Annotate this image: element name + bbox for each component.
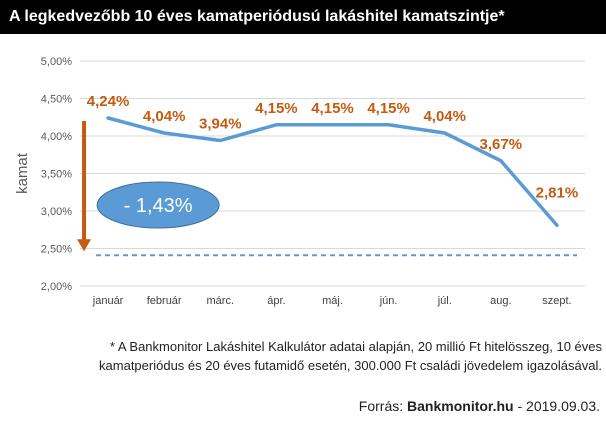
y-axis-label: kamat: [14, 152, 31, 194]
x-tick-label: júl.: [437, 295, 452, 307]
x-tick-label: aug.: [490, 295, 511, 307]
series-line: [106, 116, 559, 227]
y-tick-label: 4,50%: [41, 94, 72, 106]
data-label: 4,04%: [423, 108, 466, 125]
data-label: 4,15%: [367, 100, 410, 117]
data-label: 2,81%: [536, 184, 579, 201]
arrow-head: [77, 239, 92, 252]
source-brand: Bankmonitor.hu: [407, 398, 514, 414]
y-tick-label: 2,50%: [41, 244, 72, 256]
source-credit: Forrás: Bankmonitor.hu - 2019.09.03.: [359, 398, 600, 414]
y-tick-label: 3,50%: [41, 169, 72, 181]
y-tick-label: 4,00%: [41, 131, 72, 143]
footnote-line-1: * A Bankmonitor Lakáshitel Kalkulátor ad…: [109, 339, 602, 354]
y-axis-ticks: 2,00% 2,50% 3,00% 3,50% 4,00% 4,50% 5,00%: [41, 56, 72, 293]
data-label: 4,04%: [143, 108, 186, 125]
decline-bubble: - 1,43%: [96, 181, 220, 229]
data-label: 4,24%: [87, 93, 130, 110]
decline-arrow: [77, 121, 92, 252]
x-tick-label: január: [92, 295, 124, 307]
source-prefix: Forrás:: [358, 398, 408, 414]
source-suffix: - 2019.09.03.: [513, 398, 600, 414]
x-tick-label: február: [147, 295, 182, 307]
x-tick-label: jún.: [379, 295, 398, 307]
data-label: 4,15%: [255, 100, 298, 117]
grid-lines: [80, 60, 585, 287]
data-labels: 4,24% 4,04% 3,94% 4,15% 4,15% 4,15% 4,04% 3,67%…: [87, 93, 578, 201]
footnote: * A Bankmonitor Lakáshitel Kalkulátor ad…: [0, 337, 602, 375]
x-tick-label: máj.: [322, 295, 343, 307]
data-label: 3,67%: [480, 136, 523, 153]
series-polyline: [106, 116, 559, 227]
chart-title: A legkedvezőbb 10 éves kamatperiódusú la…: [0, 0, 606, 34]
x-axis-ticks: január február márc. ápr. máj. jún. júl. aug. sz…: [92, 295, 572, 307]
data-label: 3,94%: [199, 116, 242, 133]
data-label: 4,15%: [311, 100, 354, 117]
bubble-shape: [96, 181, 220, 229]
footnote-line-2: kamatperiódus és 20 éves futamidő esetén…: [99, 358, 602, 373]
y-tick-label: 3,00%: [41, 206, 72, 218]
line-chart: 2,00% 2,50% 3,00% 3,50% 4,00% 4,50% 5,00% kama…: [14, 56, 585, 307]
bubble-text: - 1,43%: [124, 195, 193, 217]
y-tick-label: 5,00%: [41, 56, 72, 68]
x-tick-label: márc.: [207, 295, 235, 307]
y-tick-label: 2,00%: [41, 281, 72, 293]
x-tick-label: szept.: [542, 295, 571, 307]
x-tick-label: ápr.: [267, 295, 285, 307]
